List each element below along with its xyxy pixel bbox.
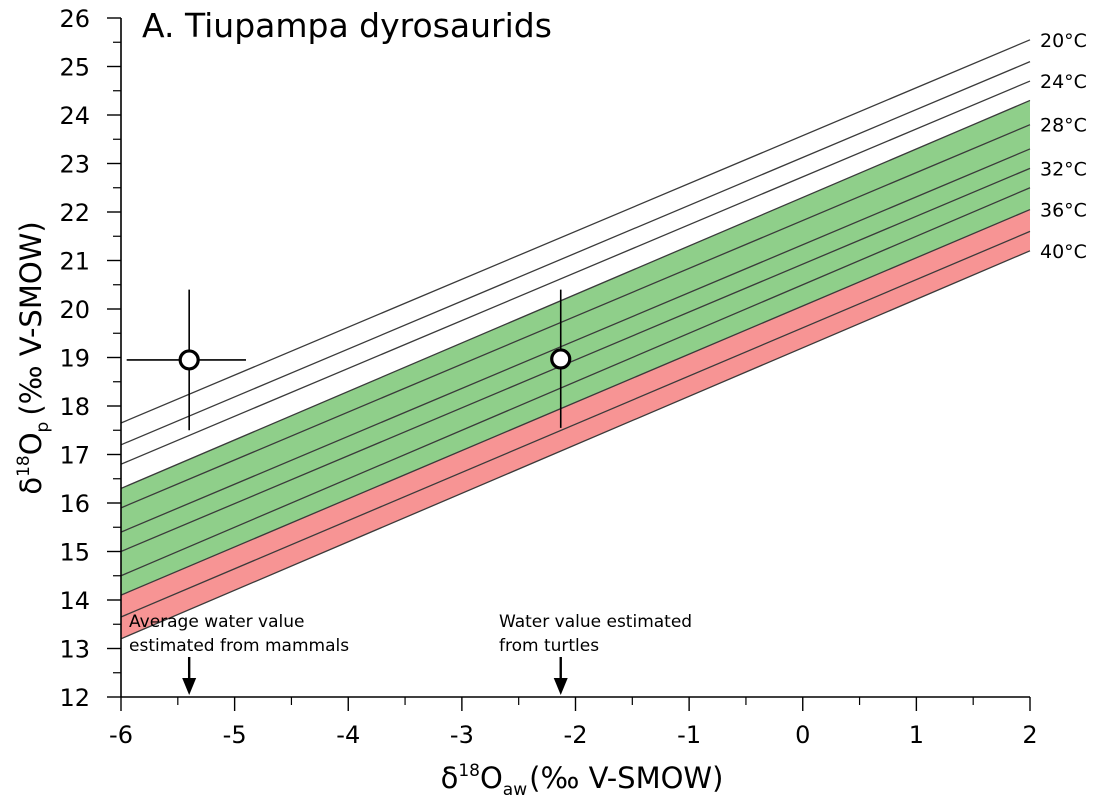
data-point [550, 348, 572, 370]
x-tick-label: 0 [795, 721, 810, 749]
y-tick-label: 19 [59, 345, 90, 373]
green-band [121, 100, 1030, 596]
isotherm-line-2 [120, 80, 1031, 465]
isotherm-label: 32°C [1040, 158, 1087, 180]
data-points [126, 289, 572, 431]
y-axis-ticks: 12 13 14 15 16 17 18 19 20 21 22 23 24 25 26 [59, 5, 121, 712]
x-tick-label: 1 [909, 721, 924, 749]
isotherm-lines [120, 39, 1031, 640]
y-tick-label: 12 [59, 684, 90, 712]
isotherm-label: 40°C [1040, 241, 1087, 263]
annotation-text: Water value estimated [499, 612, 692, 632]
isotherm-line-3 [120, 99, 1031, 490]
isotherm-label: 28°C [1040, 115, 1087, 137]
x-tick-label: -6 [109, 721, 133, 749]
annotation-arrow-head [182, 678, 197, 695]
isotherm-labels: 20°C 24°C 28°C 32°C 36°C 40°C [1040, 30, 1087, 263]
y-tick-label: 13 [59, 636, 90, 664]
y-tick-label: 18 [59, 393, 90, 421]
x-tick-label: -3 [450, 721, 474, 749]
x-tick-label: -2 [564, 721, 588, 749]
isotherm-line-0 [120, 39, 1031, 424]
annotations: Average water value estimated from mammal… [129, 612, 692, 695]
y-tick-label: 17 [59, 442, 90, 470]
x-axis-title: δ18Oaw(‰ V-SMOW) [441, 761, 724, 798]
chart-title: A. Tiupampa dyrosaurids [142, 6, 552, 45]
isotherm-line-4 [120, 124, 1031, 509]
isotherm-line-1 [120, 61, 1031, 446]
y-tick-label: 15 [59, 539, 90, 567]
y-tick-label: 25 [59, 54, 90, 82]
y-tick-label: 14 [59, 587, 90, 615]
y-tick-label: 22 [59, 199, 90, 227]
y-tick-label: 23 [59, 151, 90, 179]
annotation-arrow-head [553, 678, 568, 695]
annotation-text: estimated from mammals [129, 636, 349, 656]
annotation-text: from turtles [499, 636, 599, 656]
isotherm-label: 20°C [1040, 30, 1087, 52]
x-tick-label: -5 [223, 721, 247, 749]
isotherm-line-8 [120, 208, 1031, 596]
y-tick-label: 24 [59, 102, 90, 130]
y-tick-label: 16 [59, 490, 90, 518]
y-tick-label: 26 [59, 5, 90, 33]
isotherm-line-9 [120, 230, 1031, 618]
y-axis-title: δ18Op(‰ V-SMOW) [14, 221, 53, 494]
x-axis-ticks: -6 -5 -4 -3 -2 -1 0 1 2 [109, 697, 1038, 749]
temperature-bands [121, 100, 1030, 639]
x-tick-label: -1 [677, 721, 701, 749]
y-tick-label: 21 [59, 248, 90, 276]
isotherm-line-10 [120, 250, 1031, 640]
y-tick-label: 20 [59, 296, 90, 324]
isotherm-line-6 [120, 167, 1031, 553]
isotherm-line-7 [120, 187, 1031, 577]
x-tick-label: -4 [336, 721, 360, 749]
isotherm-label: 36°C [1040, 200, 1087, 222]
isotherm-line-5 [120, 148, 1031, 533]
isotherm-label: 24°C [1040, 71, 1087, 93]
x-tick-label: 2 [1022, 721, 1037, 749]
data-point [178, 349, 200, 371]
annotation-text: Average water value [129, 612, 305, 632]
